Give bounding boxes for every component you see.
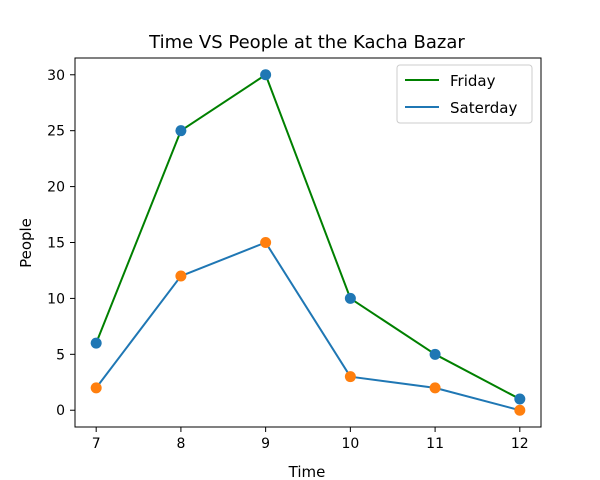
legend-label-friday: Friday: [450, 72, 496, 90]
data-point-saterday: [175, 270, 187, 282]
y-tick-label: 20: [47, 180, 65, 196]
x-tick-label: 12: [511, 436, 529, 452]
data-point-saterday: [344, 371, 356, 383]
y-tick-label: 5: [56, 347, 65, 363]
data-point-friday: [514, 393, 526, 405]
x-tick-label: 10: [341, 436, 359, 452]
x-tick-label: 7: [92, 436, 101, 452]
y-tick-label: 15: [47, 236, 65, 252]
data-point-friday: [90, 337, 102, 349]
y-axis-label: People: [17, 218, 35, 268]
x-axis: 7 8 9 10 11 12: [92, 427, 529, 452]
legend-label-saterday: Saterday: [450, 99, 517, 117]
x-tick-label: 8: [176, 436, 185, 452]
data-point-friday: [344, 292, 356, 304]
chart-title: Time VS People at the Kacha Bazar: [148, 32, 465, 53]
plot-area: [90, 69, 526, 416]
data-point-friday: [429, 348, 441, 360]
x-axis-label: Time: [288, 463, 326, 480]
y-tick-label: 0: [56, 403, 65, 419]
data-point-saterday: [90, 382, 102, 394]
data-point-saterday: [514, 404, 526, 416]
data-point-friday: [175, 125, 187, 137]
y-axis: 0 5 10 15 20 25 30: [47, 68, 75, 419]
data-point-saterday: [260, 237, 272, 248]
y-tick-label: 10: [47, 291, 65, 307]
legend: Friday Saterday: [396, 64, 533, 124]
series-line-saterday: [95, 241, 521, 412]
series-line-friday: [95, 73, 521, 400]
data-point-friday: [260, 69, 272, 81]
y-tick-label: 25: [47, 124, 65, 140]
data-point-saterday: [429, 382, 441, 394]
y-tick-label: 30: [47, 68, 65, 84]
x-tick-label: 9: [261, 436, 270, 452]
x-tick-label: 11: [426, 436, 444, 452]
